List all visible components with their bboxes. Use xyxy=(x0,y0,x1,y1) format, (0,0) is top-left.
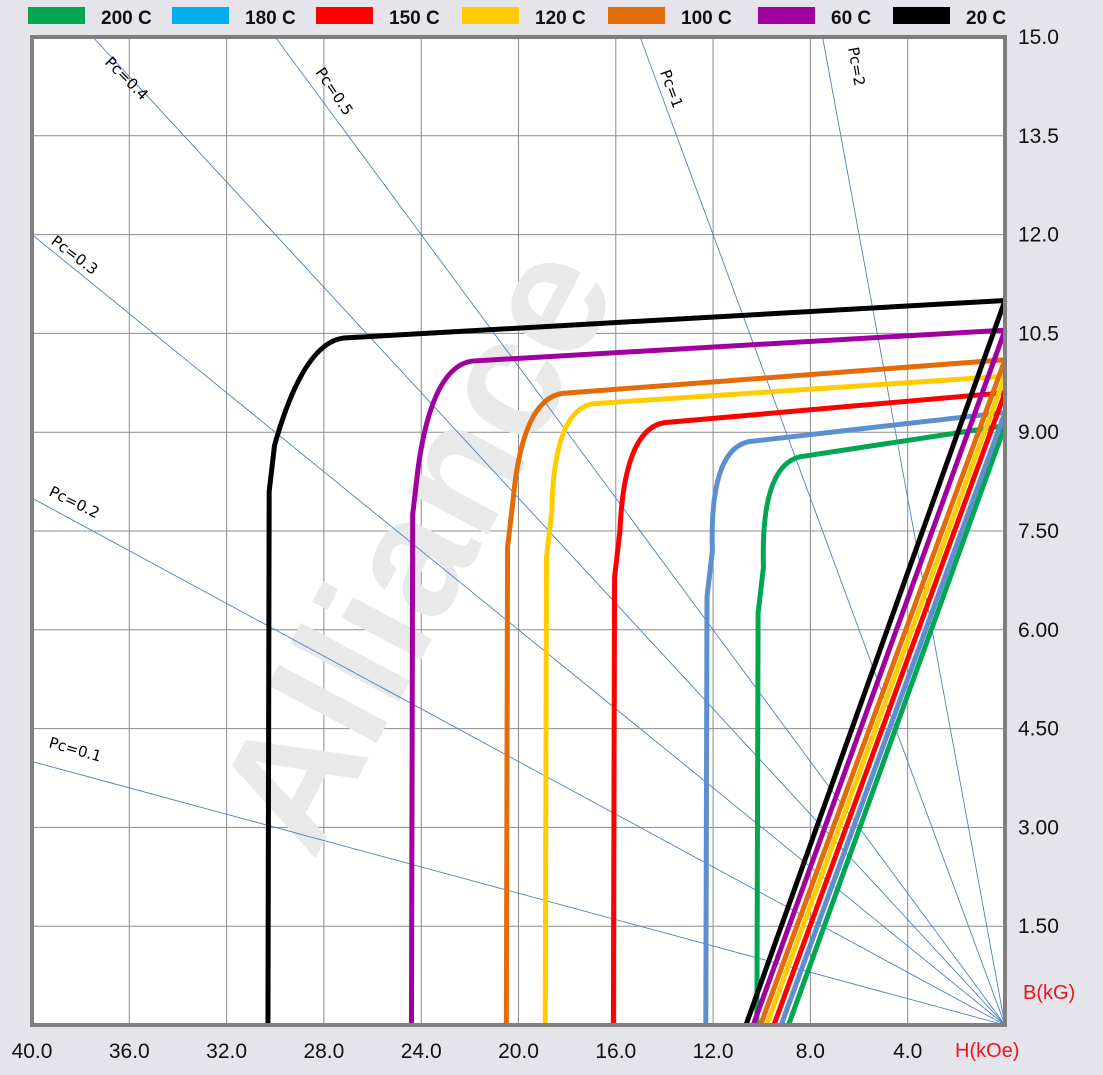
demagnetization-curves xyxy=(265,297,1008,1026)
intrinsic-curve xyxy=(408,327,1006,1026)
legend-item: 100 C xyxy=(608,7,732,29)
legend-item: 20 C xyxy=(893,7,1006,29)
plot-frame xyxy=(30,35,1007,1027)
y-axis-tick-labels: 15.0 13.5 12.0 10.5 9.00 7.50 6.00 4.50 3.00 1.50 xyxy=(1018,26,1059,938)
normal-curve xyxy=(786,424,1008,1026)
legend-label: 150 C xyxy=(389,8,440,29)
load-line xyxy=(274,36,1006,1026)
x-axis-label: H(kOe) xyxy=(955,1040,1019,1062)
legend-label: 200 C xyxy=(101,8,152,29)
legend-label: 20 C xyxy=(966,8,1006,29)
intrinsic-curve xyxy=(610,390,1006,1026)
legend-label: 60 C xyxy=(831,8,871,29)
y-tick-label: 6.00 xyxy=(1018,619,1059,642)
legend-swatch xyxy=(172,7,229,24)
legend-label: 100 C xyxy=(681,8,732,29)
normal-curve xyxy=(764,375,1008,1026)
x-tick-label: 40.0 xyxy=(12,1040,53,1063)
legend-item: 180 C xyxy=(172,7,296,29)
intrinsic-curve xyxy=(703,409,1006,1026)
normal-curve xyxy=(778,411,1008,1026)
legend-swatch xyxy=(758,7,815,24)
legend-item: 60 C xyxy=(758,7,871,29)
legend: 200 C 180 C 150 C 120 C 100 C 60 C 20 C xyxy=(28,7,1006,29)
intrinsic-curve xyxy=(265,297,1006,1026)
x-tick-label: 28.0 xyxy=(303,1040,344,1063)
legend-swatch xyxy=(893,7,950,24)
x-tick-label: 8.0 xyxy=(796,1040,825,1063)
x-tick-label: 32.0 xyxy=(206,1040,247,1063)
legend-label: 120 C xyxy=(535,8,586,29)
x-tick-label: 20.0 xyxy=(498,1040,539,1063)
y-tick-label: 4.50 xyxy=(1018,718,1059,741)
load-line xyxy=(822,36,1006,1026)
legend-item: 200 C xyxy=(28,7,152,29)
load-line xyxy=(31,761,1006,1026)
legend-swatch xyxy=(462,7,519,24)
intrinsic-curve xyxy=(503,357,1006,1026)
legend-label: 180 C xyxy=(245,8,296,29)
y-tick-label: 13.5 xyxy=(1018,125,1059,148)
load-line xyxy=(31,497,1006,1026)
legend-item: 120 C xyxy=(462,7,586,29)
normal-curve xyxy=(771,391,1008,1026)
legend-item: 150 C xyxy=(316,7,440,29)
x-tick-label: 24.0 xyxy=(401,1040,442,1063)
legend-swatch xyxy=(316,7,373,24)
y-tick-label: 3.00 xyxy=(1018,816,1059,839)
y-tick-label: 1.50 xyxy=(1018,915,1059,938)
y-tick-label: 10.5 xyxy=(1018,322,1059,345)
legend-swatch xyxy=(28,7,85,24)
y-tick-label: 15.0 xyxy=(1018,26,1059,49)
y-axis-label: B(kG) xyxy=(1023,982,1075,1004)
y-tick-label: 9.00 xyxy=(1018,421,1059,444)
x-axis-tick-labels: 40.0 36.0 32.0 28.0 24.0 20.0 16.0 12.0 8.0 4.0 xyxy=(12,1040,923,1063)
load-line xyxy=(639,36,1006,1026)
x-tick-label: 36.0 xyxy=(109,1040,150,1063)
intrinsic-curve xyxy=(542,373,1006,1026)
load-line xyxy=(31,234,1006,1026)
x-tick-label: 12.0 xyxy=(693,1040,734,1063)
normal-curve xyxy=(743,299,1008,1026)
intrinsic-curve xyxy=(754,423,1006,1026)
legend-swatch xyxy=(608,7,665,24)
normal-curve xyxy=(758,358,1008,1026)
normal-curve xyxy=(750,329,1008,1026)
y-tick-label: 12.0 xyxy=(1018,224,1059,247)
x-tick-label: 16.0 xyxy=(595,1040,636,1063)
x-tick-label: 4.0 xyxy=(893,1040,922,1063)
y-tick-label: 7.50 xyxy=(1018,520,1059,543)
